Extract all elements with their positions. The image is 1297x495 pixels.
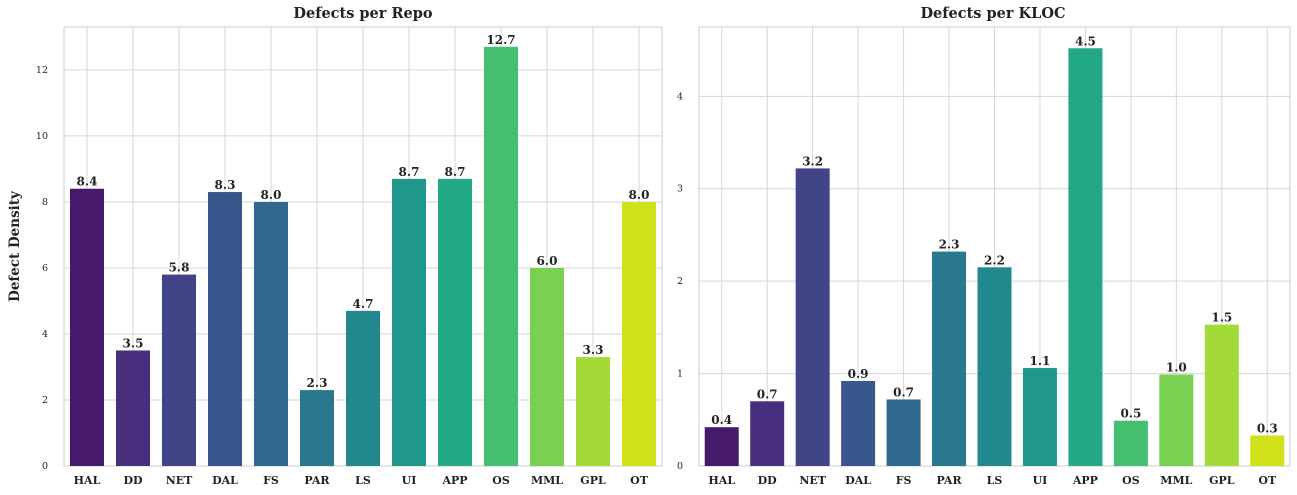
bar-hal bbox=[704, 427, 739, 466]
y-tick-label: 1 bbox=[677, 369, 683, 380]
bar-gpl bbox=[576, 357, 610, 466]
bar-gpl bbox=[1204, 324, 1239, 466]
bar-mml bbox=[1159, 374, 1194, 466]
bar-fs bbox=[886, 399, 921, 466]
x-tick-label: DAL bbox=[212, 474, 238, 487]
bar-fs bbox=[254, 201, 288, 466]
y-tick-label: 10 bbox=[36, 131, 48, 142]
x-tick-label: UI bbox=[402, 474, 417, 487]
x-tick-label: PAR bbox=[936, 474, 962, 487]
bar-value-label: 4.5 bbox=[1075, 34, 1096, 48]
bar-dal bbox=[841, 380, 876, 466]
bar-ui bbox=[392, 178, 426, 466]
x-tick-label: DD bbox=[758, 474, 778, 487]
x-tick-label: UI bbox=[1033, 474, 1048, 487]
x-tick-label: DAL bbox=[845, 474, 871, 487]
bar-ot bbox=[1250, 435, 1285, 466]
bar-hal bbox=[70, 188, 104, 466]
y-tick-label: 4 bbox=[42, 329, 48, 340]
bar-par bbox=[932, 251, 967, 466]
x-tick-label: FS bbox=[896, 474, 912, 487]
bar-value-label: 0.5 bbox=[1120, 407, 1141, 421]
bar-value-label: 0.4 bbox=[711, 413, 732, 427]
x-tick-label: HAL bbox=[74, 474, 101, 487]
x-tick-label: MML bbox=[531, 474, 563, 487]
bar-value-label: 0.7 bbox=[893, 385, 914, 399]
bar-app bbox=[1068, 48, 1103, 467]
bar-value-label: 2.3 bbox=[939, 238, 960, 252]
chart-title: Defects per Repo bbox=[293, 5, 432, 22]
bar-ls bbox=[977, 267, 1012, 466]
bar-value-label: 5.8 bbox=[169, 261, 190, 275]
bar-dd bbox=[750, 401, 785, 466]
bar-value-label: 0.3 bbox=[1257, 422, 1278, 436]
bar-ls bbox=[346, 310, 380, 466]
bar-value-label: 0.7 bbox=[757, 387, 778, 401]
bar-value-label: 2.2 bbox=[984, 253, 1005, 267]
y-tick-label: 4 bbox=[677, 91, 683, 102]
bar-ot bbox=[622, 201, 656, 466]
x-tick-label: NET bbox=[799, 474, 826, 487]
bar-net bbox=[162, 274, 196, 466]
chart-title: Defects per KLOC bbox=[920, 5, 1065, 22]
chart-defects-per-repo: 0 2 4 6 8 10 12 8.4 HAL 3.5 DD 5.8 NET 8.3 DAL 8.0 FS 2.3… bbox=[7, 5, 663, 487]
bar-value-label: 12.7 bbox=[486, 33, 515, 47]
x-tick-label: HAL bbox=[708, 474, 735, 487]
bar-value-label: 8.3 bbox=[215, 178, 236, 192]
y-tick-label: 8 bbox=[42, 197, 48, 208]
bar-ui bbox=[1022, 368, 1057, 466]
bar-par bbox=[300, 390, 334, 466]
x-tick-label: MML bbox=[1160, 474, 1192, 487]
bar-mml bbox=[530, 267, 564, 466]
bar-dd bbox=[116, 350, 150, 466]
bar-value-label: 6.0 bbox=[537, 254, 558, 268]
x-tick-label: OS bbox=[492, 474, 510, 487]
x-tick-label: OT bbox=[630, 474, 649, 487]
bar-value-label: 8.0 bbox=[629, 188, 650, 202]
bar-app bbox=[438, 178, 472, 466]
bar-value-label: 3.5 bbox=[123, 336, 144, 350]
bar-value-label: 3.2 bbox=[802, 154, 823, 168]
bar-net bbox=[795, 168, 830, 466]
bar-value-label: 0.9 bbox=[848, 367, 869, 381]
bar-value-label: 8.7 bbox=[445, 165, 466, 179]
bar-os bbox=[484, 46, 518, 467]
y-tick-label: 6 bbox=[42, 263, 48, 274]
x-tick-label: APP bbox=[441, 474, 467, 487]
y-tick-label: 2 bbox=[677, 276, 683, 287]
bar-value-label: 8.0 bbox=[261, 188, 282, 202]
bar-value-label: 1.0 bbox=[1166, 361, 1187, 375]
y-tick-label: 0 bbox=[677, 461, 683, 472]
bar-dal bbox=[208, 192, 242, 466]
bar-value-label: 3.3 bbox=[583, 343, 604, 357]
chart-defects-per-kloc: 0 1 2 3 4 0.4 HAL 0.7 DD 3.2 NET 0.9 DAL 0.7 FS 2.3 PAR 2… bbox=[677, 5, 1291, 487]
bar-value-label: 1.5 bbox=[1211, 311, 1232, 325]
x-tick-label: OT bbox=[1258, 474, 1277, 487]
bar-value-label: 2.3 bbox=[307, 376, 328, 390]
x-tick-label: APP bbox=[1072, 474, 1098, 487]
x-tick-label: LS bbox=[355, 474, 371, 487]
bar-value-label: 8.4 bbox=[77, 175, 98, 189]
y-axis-label: Defect Density bbox=[7, 190, 23, 302]
y-tick-label: 12 bbox=[36, 65, 48, 76]
bar-value-label: 1.1 bbox=[1030, 354, 1051, 368]
bar-value-label: 4.7 bbox=[353, 297, 374, 311]
x-tick-label: PAR bbox=[304, 474, 330, 487]
y-tick-label: 2 bbox=[42, 395, 48, 406]
x-tick-label: LS bbox=[987, 474, 1003, 487]
x-tick-label: NET bbox=[166, 474, 193, 487]
bar-value-label: 8.7 bbox=[399, 165, 420, 179]
y-tick-label: 3 bbox=[677, 184, 683, 195]
x-tick-label: FS bbox=[263, 474, 279, 487]
x-tick-label: DD bbox=[123, 474, 143, 487]
y-tick-label: 0 bbox=[42, 461, 48, 472]
x-tick-label: OS bbox=[1122, 474, 1140, 487]
x-tick-label: GPL bbox=[580, 474, 606, 487]
x-tick-label: GPL bbox=[1209, 474, 1235, 487]
bar-os bbox=[1113, 420, 1148, 466]
